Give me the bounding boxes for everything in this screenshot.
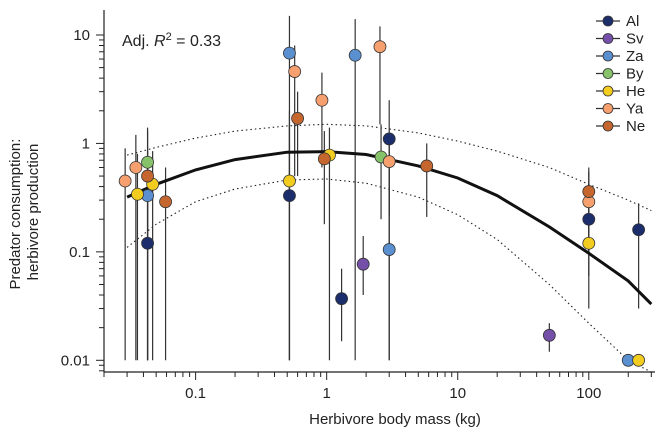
- data-point-ya: [382, 155, 396, 168]
- data-point-by: [141, 155, 154, 169]
- data-point-al: [335, 292, 349, 306]
- data-point-za: [382, 243, 396, 256]
- data-point-ne: [317, 152, 331, 166]
- legend-marker-za: [602, 50, 614, 62]
- y-tick-label: 0.1: [69, 244, 90, 261]
- y-axis-title-line-1: Predator consumption:: [7, 139, 24, 290]
- legend-marker-al: [602, 15, 614, 27]
- data-point-ya: [373, 40, 387, 54]
- y-tick-label: 0.01: [61, 352, 90, 369]
- legend-marker-sv: [602, 33, 614, 44]
- x-tick-label: 100: [576, 385, 601, 402]
- annotation-superscript: 2: [166, 31, 172, 43]
- legend-label-za: Za: [626, 48, 644, 65]
- axes: 0.1 1 10 100 0.01 0.1 1 10: [61, 10, 655, 402]
- ci-upper-line: [126, 123, 652, 212]
- data-point-ya: [315, 93, 329, 107]
- legend-label-ya: Ya: [626, 101, 644, 118]
- y-axis-title: Predator consumption: herbivore producti…: [7, 134, 42, 289]
- x-axis-title: Herbivore body mass (kg): [309, 411, 481, 428]
- data-point-ya: [129, 161, 143, 174]
- data-point-sv: [542, 328, 556, 342]
- data-point-al: [632, 223, 646, 237]
- data-point-sv: [356, 257, 370, 271]
- y-tick-label: 1: [82, 135, 90, 152]
- legend-marker-ya: [602, 103, 614, 114]
- annotation-symbol: R: [154, 33, 166, 50]
- legend-marker-ne: [602, 120, 614, 132]
- data-point-he: [283, 174, 296, 188]
- data-point-al: [582, 212, 596, 226]
- data-point-ya: [288, 65, 302, 78]
- data-point-al: [141, 236, 154, 250]
- y-axis-title-line-2: herbivore production: [25, 144, 42, 281]
- annotation-prefix: Adj.: [122, 33, 154, 50]
- data-point-al: [283, 189, 296, 203]
- r-squared-annotation: Adj. R2 = 0.33: [122, 31, 221, 50]
- data-point-ne: [291, 112, 304, 125]
- data-point-za: [283, 46, 296, 60]
- legend-label-he: He: [626, 83, 645, 100]
- data-point-ne: [582, 185, 596, 198]
- data-point-ne: [159, 195, 172, 209]
- data-point-ya: [118, 174, 132, 188]
- data-point-he: [131, 187, 144, 201]
- x-tick-label: 10: [449, 385, 466, 402]
- x-tick-label: 0.1: [185, 385, 206, 402]
- legend-marker-by: [602, 68, 614, 79]
- annotation-suffix: = 0.33: [172, 33, 221, 50]
- data-point-za: [348, 48, 362, 62]
- data-point-ne: [420, 159, 434, 173]
- legend-marker-he: [602, 85, 614, 97]
- y-tick-label: 10: [73, 27, 90, 44]
- legend-label-sv: Sv: [626, 31, 644, 48]
- data-point-he: [632, 353, 646, 367]
- plot-area: [118, 15, 653, 373]
- legend-label-by: By: [626, 66, 644, 83]
- data-point-ne: [141, 169, 154, 183]
- data-point-al: [382, 132, 396, 146]
- legend-label-al: Al: [626, 13, 639, 30]
- x-tick-label: 1: [322, 385, 330, 402]
- data-point-he: [582, 236, 596, 250]
- legend-label-ne: Ne: [626, 118, 645, 135]
